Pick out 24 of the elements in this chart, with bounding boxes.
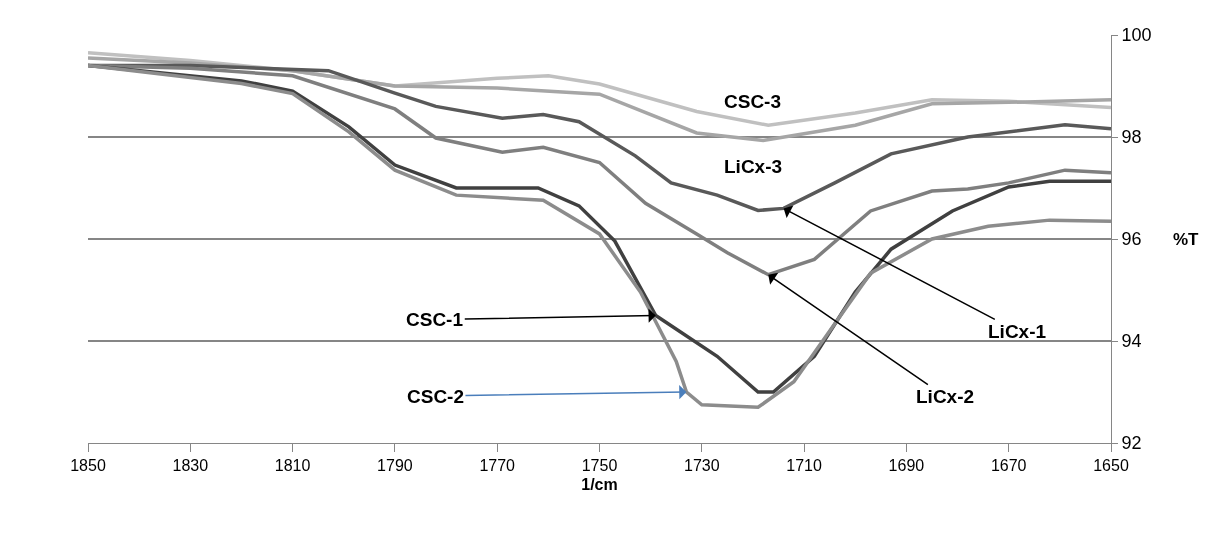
y-tick-label: 92 <box>1121 433 1142 454</box>
x-axis-title: 1/cm <box>581 475 618 493</box>
annotation: CSC-2 <box>407 386 465 407</box>
x-tick-label: 1730 <box>684 457 720 475</box>
y-tick-label: 96 <box>1121 229 1142 250</box>
annotation: LiCx-2 <box>916 386 975 407</box>
x-tick-label: 1830 <box>172 457 209 475</box>
x-tick-label: 1690 <box>888 457 925 475</box>
y-tick-label: 98 <box>1121 127 1142 148</box>
x-tick-label: 1650 <box>1093 457 1129 475</box>
x-tick-label: 1670 <box>990 457 1027 475</box>
x-tick-label: 1810 <box>274 457 311 475</box>
y-tick-label: 94 <box>1121 331 1142 352</box>
y-tick-label: 100 <box>1121 25 1152 46</box>
x-tick-label: 1710 <box>786 457 822 475</box>
annotation: LiCx-1 <box>988 321 1047 342</box>
annotation: CSC-1 <box>406 309 464 330</box>
x-tick-label: 1770 <box>479 457 516 475</box>
x-tick-label: 1850 <box>70 457 106 475</box>
annotation: CSC-3 <box>724 91 782 112</box>
x-tick-label: 1790 <box>377 457 413 475</box>
annotation: LiCx-3 <box>724 156 783 177</box>
x-tick-label: 1750 <box>581 457 618 475</box>
y-axis-title: %T <box>1173 230 1200 249</box>
